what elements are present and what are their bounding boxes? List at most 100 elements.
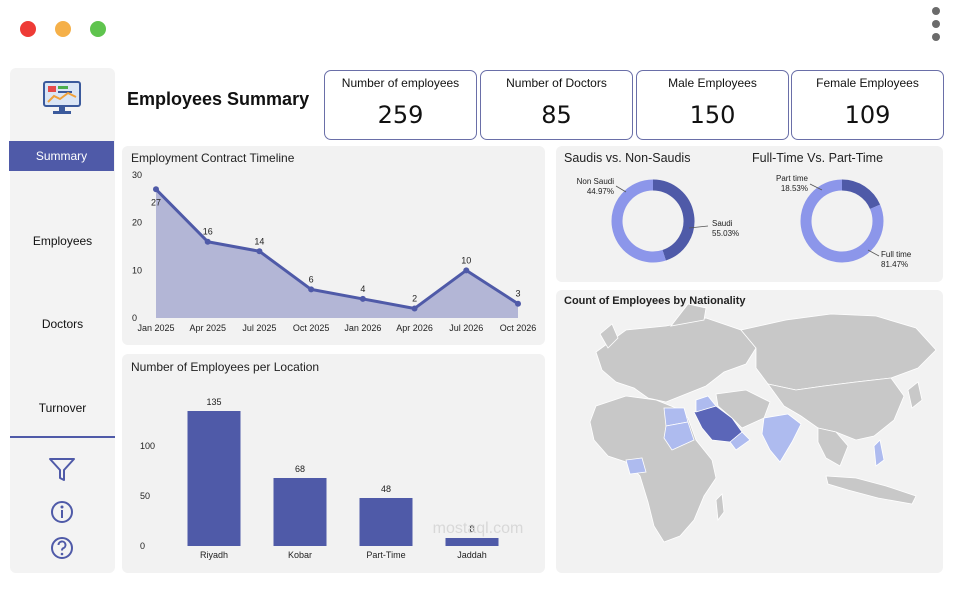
chart-title: Number of Employees per Location [131,360,320,374]
data-label: 2 [412,293,417,303]
monitor-dashboard-icon [43,81,81,114]
map-region-gulf [729,431,751,451]
series-line [154,188,519,310]
location-bar-chart: 0 50 100 135 Riyadh 68 Kobar 48 Part-Time 8 Jaddah [140,397,499,560]
kpi-value: 259 [377,101,424,129]
sidebar-item-turnover[interactable]: Turnover [38,401,87,415]
data-label: 68 [295,464,305,474]
y-tick-label: 30 [132,170,142,180]
map-region-madagascar [715,493,725,522]
map-region-levant [695,395,717,413]
slice-percent: 55.03% [712,229,739,238]
minimize-window-button[interactable] [55,21,71,37]
leader-line [867,249,880,257]
map-region-west-africa-highlight [625,457,647,475]
filter-icon[interactable] [48,456,76,484]
kpi-value: 109 [844,101,891,129]
chart-title: Saudis vs. Non-Saudis [564,151,691,165]
nationality-map-card: Count of Employees by Nationality [556,290,943,573]
data-label: 27 [151,197,161,207]
kpi-card-doctors: Number of Doctors 85 [480,70,633,140]
chart-title: Full-Time Vs. Part-Time [752,151,884,165]
chart-title: Employment Contract Timeline [131,151,295,165]
sidebar-divider [10,436,115,438]
kpi-value: 150 [689,101,736,129]
x-tick-label: Jul 2025 [242,323,276,333]
kpi-label: Number of Doctors [506,76,607,90]
bar [359,498,413,546]
bar [445,538,499,546]
kpi-label: Female Employees [816,76,919,90]
map-region-india [761,413,802,463]
donut-slice [800,179,884,263]
timeline-chart: 0 10 20 30 27 16 14 6 4 2 10 3 Jan 2025 Apr 2025 Jul 2… [132,170,537,333]
x-tick-label: Part-Time [366,550,405,560]
y-tick-label: 20 [132,218,142,228]
map-region-indonesia [825,475,917,505]
x-tick-label: Oct 2025 [293,323,330,333]
x-tick-label: Kobar [288,550,312,560]
map-region-europe [595,317,757,403]
map-region-north-asia [740,313,937,391]
timeline-chart-card: Employment Contract Timeline 0 10 20 30 27 16… [122,146,545,345]
slice-label: Non Saudi [577,177,615,186]
close-window-button[interactable] [20,21,36,37]
page-title: Employees Summary [127,89,310,109]
map-region-uk [599,323,619,349]
data-point [515,300,521,307]
data-point [256,248,263,255]
slice-label: Full time [881,250,912,259]
info-icon[interactable] [50,500,74,524]
x-tick-label: Jaddah [457,550,487,560]
sidebar-item-employees[interactable]: Employees [32,234,93,248]
kpi-card-male: Male Employees 150 [636,70,789,140]
more-options-icon[interactable] [930,7,942,45]
slice-label: Saudi [712,219,733,228]
world-map [589,303,937,543]
donut-slice [652,179,695,261]
data-label: 14 [254,236,264,246]
bar [273,478,327,546]
data-point [308,286,315,293]
x-tick-label: Apr 2026 [396,323,433,333]
data-label: 135 [206,397,221,407]
map-region-philippines [873,439,885,467]
help-icon[interactable] [50,536,74,560]
data-point [204,238,211,245]
map-region-east-asia [767,377,905,441]
data-label: 3 [515,289,520,299]
area-fill [156,189,518,318]
leader-line [688,225,709,229]
kpi-label: Male Employees [668,76,757,90]
bar [187,411,241,546]
x-tick-label: Apr 2025 [189,323,226,333]
data-point [359,295,366,302]
slice-percent: 81.47% [881,260,908,269]
data-point [153,186,159,193]
sidebar-item-doctors[interactable]: Doctors [41,317,84,331]
y-tick-label: 10 [132,265,142,275]
chart-title: Count of Employees by Nationality [564,295,746,307]
slice-percent: 18.53% [781,184,808,193]
map-region-iran-pakistan [715,389,771,429]
x-tick-label: Jan 2025 [137,323,174,333]
map-region-scandinavia [670,303,707,327]
data-label: 8 [469,524,474,534]
sidebar-nav: Summary Employees Doctors Turnover [9,68,115,573]
y-tick-label: 50 [140,491,150,501]
data-label: 4 [360,284,365,294]
x-tick-label: Riyadh [200,550,228,560]
maximize-window-button[interactable] [90,21,106,37]
sidebar-item-summary[interactable]: Summary [9,141,114,171]
slice-label: Part time [776,174,809,183]
data-label: 16 [203,227,213,237]
kpi-card-female: Female Employees 109 [791,70,944,140]
map-region-sudan [663,421,695,451]
donut-slice [841,179,881,210]
y-tick-label: 100 [140,441,155,451]
x-tick-label: Oct 2026 [500,323,537,333]
x-tick-label: Jul 2026 [449,323,483,333]
x-tick-label: Jan 2026 [344,323,381,333]
